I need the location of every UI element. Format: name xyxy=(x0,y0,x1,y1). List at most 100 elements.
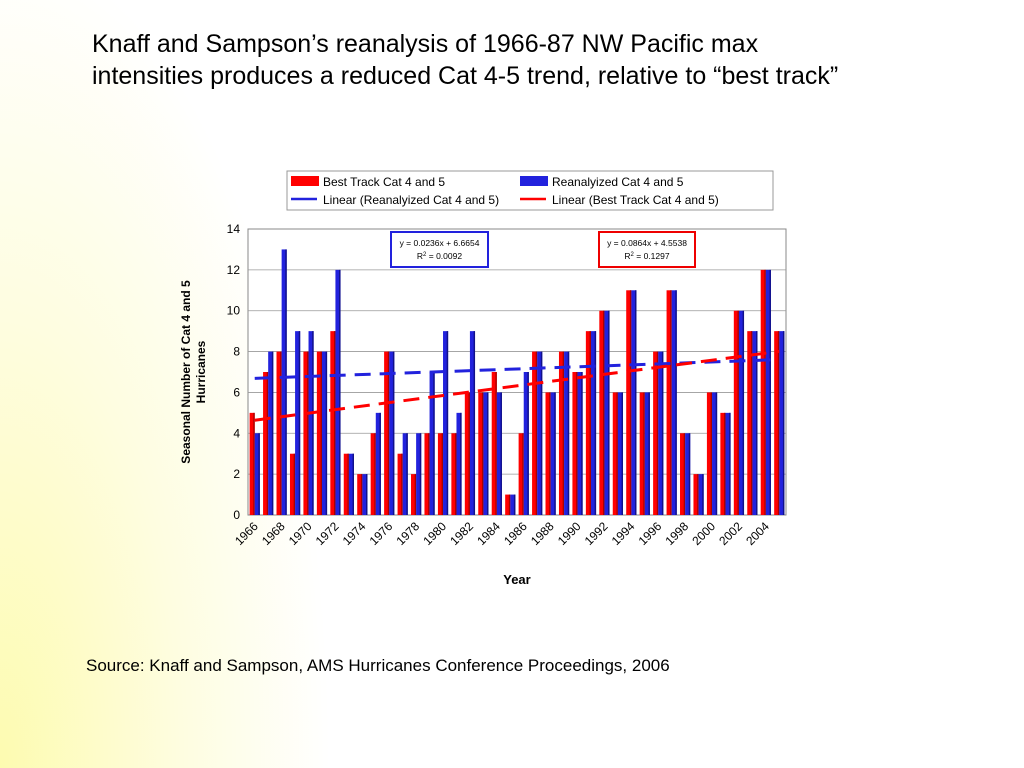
bar-reanalyzed xyxy=(564,351,570,515)
bar-reanalyzed xyxy=(658,351,664,515)
equation-box-reanalyzed: y = 0.0236x + 6.6654 R2 = 0.0092 xyxy=(390,231,489,268)
bar-shade xyxy=(675,290,677,515)
y-tick-label: 6 xyxy=(233,385,240,399)
bar-best-track xyxy=(249,412,255,515)
bar-shade xyxy=(360,474,363,515)
legend-label-linear-best-track: Linear (Best Track Cat 4 and 5) xyxy=(552,193,719,207)
bar-shade xyxy=(441,433,444,515)
x-tick-label: 1982 xyxy=(447,519,476,548)
x-tick-label: 1966 xyxy=(232,519,261,548)
slide-title: Knaff and Sampson’s reanalysis of 1966-8… xyxy=(92,28,992,92)
bar-best-track xyxy=(263,372,269,515)
y-tick-label: 4 xyxy=(233,426,240,440)
bar-best-track xyxy=(357,474,363,515)
bar-best-track xyxy=(424,433,430,515)
bar-reanalyzed xyxy=(416,433,422,515)
bar-reanalyzed xyxy=(725,412,731,515)
bar-best-track xyxy=(505,494,511,515)
title-line-1: Knaff and Sampson’s reanalysis of 1966-8… xyxy=(92,30,759,58)
bar-shade xyxy=(285,249,287,515)
bar-shade xyxy=(661,351,664,515)
y-tick-label: 10 xyxy=(227,304,241,318)
bar-best-track xyxy=(316,351,322,515)
bar-reanalyzed xyxy=(362,474,368,515)
bar-reanalyzed xyxy=(335,269,341,515)
x-tick-label: 1980 xyxy=(420,519,449,548)
bar-shade xyxy=(729,412,731,515)
bar-shade xyxy=(481,392,484,515)
bar-shade xyxy=(460,412,462,515)
chart-legend: Best Track Cat 4 and 5 Reanalyized Cat 4… xyxy=(286,170,774,211)
bar-reanalyzed xyxy=(765,269,771,515)
y-axis-label: Seasonal Number of Cat 4 and 5Hurricanes xyxy=(179,280,208,464)
x-tick-label: 1978 xyxy=(393,519,422,548)
bar-reanalyzed xyxy=(550,392,556,515)
bar-shade xyxy=(414,474,417,515)
bar-best-track xyxy=(760,269,766,515)
bar-best-track xyxy=(532,351,538,515)
bar-best-track xyxy=(558,351,565,515)
bar-shade xyxy=(629,290,632,515)
legend-label-reanalyzed: Reanalyized Cat 4 and 5 xyxy=(552,175,684,189)
bar-reanalyzed xyxy=(644,392,650,515)
bar-shade xyxy=(764,269,766,515)
bar-best-track xyxy=(330,331,336,515)
bar-best-track xyxy=(572,372,578,515)
bar-shade xyxy=(387,351,390,515)
title-line-2: intensities produces a reduced Cat 4-5 t… xyxy=(92,62,839,90)
bar-shade xyxy=(298,331,301,515)
bar-shade xyxy=(670,290,672,515)
bar-shade xyxy=(724,412,726,515)
bar-best-track xyxy=(451,433,457,515)
bar-shade xyxy=(513,494,516,515)
bar-best-track xyxy=(437,433,444,515)
bar-shade xyxy=(554,392,556,515)
bar-shade xyxy=(737,310,739,515)
bar-reanalyzed xyxy=(429,372,435,515)
legend-label-best-track: Best Track Cat 4 and 5 xyxy=(323,175,445,189)
bar-best-track xyxy=(599,310,605,515)
bar-reanalyzed xyxy=(375,412,381,515)
x-tick-label: 1974 xyxy=(340,519,369,548)
bar-shade xyxy=(347,453,349,515)
y-tick-label: 0 xyxy=(233,508,240,522)
bar-best-track xyxy=(397,453,403,515)
x-tick-label: 1988 xyxy=(528,519,557,548)
bar-shade xyxy=(253,412,255,515)
bar-reanalyzed xyxy=(389,351,395,515)
bar-best-track xyxy=(693,474,699,515)
bar-best-track xyxy=(720,412,726,515)
bar-shade xyxy=(621,392,623,515)
bar-shade xyxy=(366,474,368,515)
bar-shade xyxy=(500,392,502,515)
bar-shade xyxy=(635,290,637,515)
bar-shade xyxy=(487,392,489,515)
bar-best-track xyxy=(411,474,417,515)
bar-shade xyxy=(333,331,336,515)
bar-shade xyxy=(581,372,583,515)
bar-shade xyxy=(648,392,650,515)
x-tick-label: 1986 xyxy=(501,519,530,548)
bar-reanalyzed xyxy=(469,331,476,515)
bar-best-track xyxy=(370,433,376,515)
bar-reanalyzed xyxy=(443,331,449,515)
bar-shade xyxy=(374,433,376,515)
y-tick-label: 2 xyxy=(233,467,240,481)
bars xyxy=(249,249,785,515)
bar-shade xyxy=(710,392,713,515)
bar-shade xyxy=(325,351,328,515)
x-tick-label: 1998 xyxy=(662,519,691,548)
x-tick-label: 1996 xyxy=(636,519,665,548)
x-tick-label: 1992 xyxy=(582,519,611,548)
x-tick-label: 1990 xyxy=(555,519,584,548)
bar-best-track xyxy=(545,392,551,515)
y-tick-label: 12 xyxy=(227,263,241,277)
bar-reanalyzed xyxy=(712,392,718,515)
bar-shade xyxy=(697,474,699,515)
legend-swatch-reanalyzed xyxy=(520,176,548,186)
bar-reanalyzed xyxy=(321,351,328,515)
bar-shade xyxy=(307,351,309,515)
bar-shade xyxy=(688,433,691,515)
bar-shade xyxy=(379,412,381,515)
bar-shade xyxy=(589,331,591,515)
